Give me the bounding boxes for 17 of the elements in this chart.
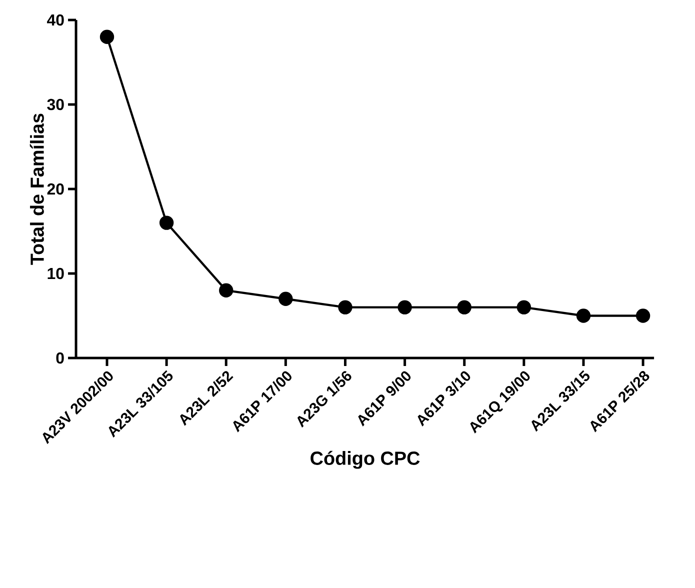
point	[576, 308, 591, 323]
y-tick-label: 30	[47, 98, 64, 110]
point	[159, 216, 174, 230]
point	[100, 30, 114, 44]
y-tick-label: 10	[48, 268, 64, 280]
point	[398, 300, 412, 314]
x-axis-title: Código CPC	[310, 450, 420, 469]
y-tick-label: 0	[56, 352, 64, 364]
point	[278, 292, 293, 306]
y-tick-label: 40	[47, 14, 64, 26]
point	[457, 300, 472, 314]
point	[636, 308, 650, 323]
point	[219, 283, 234, 298]
y-tick-label: 20	[47, 183, 64, 195]
point	[338, 300, 352, 314]
point	[516, 300, 532, 314]
y-axis-title: Total de Famílias	[30, 114, 44, 265]
